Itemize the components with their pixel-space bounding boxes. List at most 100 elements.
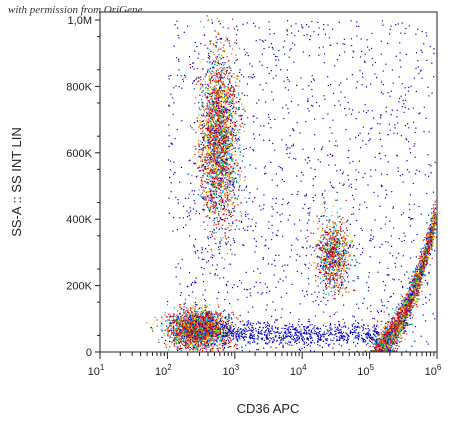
event-dot [222, 149, 224, 151]
event-dot [208, 152, 210, 155]
event-dot [200, 313, 202, 315]
event-dot [227, 88, 229, 90]
event-dot [218, 121, 220, 123]
event-dot [227, 110, 229, 112]
event-dot [212, 322, 214, 325]
event-dot [225, 36, 227, 38]
event-dot [216, 321, 218, 323]
event-dot [203, 173, 205, 175]
event-dot [180, 331, 182, 333]
event-dot [202, 130, 204, 132]
event-dot [219, 314, 222, 316]
event-dot [168, 329, 170, 331]
event-dot [218, 344, 220, 346]
event-dot [189, 332, 191, 334]
event-dot [185, 323, 188, 325]
event-dot [177, 322, 179, 324]
event-dot [218, 33, 220, 35]
event-dot [211, 91, 214, 93]
event-dot [224, 162, 227, 164]
event-dot [210, 177, 212, 179]
event-dot [202, 125, 205, 128]
event-dot [227, 117, 229, 119]
event-dot [176, 319, 178, 321]
event-dot [175, 329, 177, 331]
event-dot [227, 174, 229, 176]
event-dot [217, 137, 219, 139]
event-dot [192, 332, 194, 334]
event-dot [198, 325, 200, 327]
event-dot [201, 346, 203, 348]
event-dot [236, 164, 239, 167]
event-dot [213, 180, 215, 182]
event-dots [146, 15, 438, 353]
event-dot [213, 197, 215, 199]
event-dot [217, 92, 220, 94]
event-dot [191, 335, 193, 337]
event-dot [223, 76, 226, 78]
event-dot [205, 182, 207, 184]
event-dot [217, 31, 219, 33]
event-dot [210, 40, 212, 42]
event-dot [169, 325, 171, 327]
event-dot [205, 216, 207, 218]
event-dot [214, 172, 216, 175]
event-dot [183, 306, 185, 308]
event-dot [246, 95, 248, 97]
event-dot [192, 324, 194, 326]
event-dot [224, 317, 226, 319]
event-dot [222, 120, 224, 122]
event-dot [204, 319, 206, 321]
event-dot [221, 170, 223, 172]
event-dot [217, 62, 219, 64]
event-dot [191, 339, 193, 342]
event-dot [196, 337, 199, 339]
event-dot [195, 315, 197, 317]
event-dot [171, 322, 173, 324]
event-dot [214, 317, 216, 319]
event-dot [166, 304, 169, 306]
event-dot [204, 328, 206, 330]
event-dot [228, 143, 230, 145]
event-dot [208, 100, 210, 102]
event-dot [184, 325, 187, 327]
event-dot [235, 177, 237, 179]
event-dot [223, 165, 226, 167]
event-dot [223, 44, 225, 46]
event-dot [214, 101, 217, 104]
event-dot [214, 202, 216, 204]
event-dot [219, 187, 221, 189]
event-dot [205, 134, 207, 136]
event-dot [213, 201, 215, 203]
event-dot [213, 74, 215, 76]
event-dot [210, 148, 212, 150]
event-dot [194, 145, 196, 147]
event-dot [223, 219, 226, 221]
event-dot [200, 316, 202, 318]
event-dot [192, 330, 194, 332]
event-dot [234, 154, 236, 156]
event-dot [233, 28, 235, 30]
event-dot [208, 208, 210, 210]
event-dot [187, 325, 189, 327]
event-dot [209, 91, 211, 94]
event-dot [222, 160, 224, 162]
event-dot [199, 321, 201, 323]
event-dot [186, 322, 188, 324]
event-dot [228, 211, 230, 214]
event-dot [229, 211, 231, 214]
event-dot [191, 348, 193, 350]
event-dot [214, 185, 216, 187]
event-dot [227, 98, 229, 101]
event-dot [218, 210, 220, 212]
event-dot [235, 343, 237, 345]
event-dot [232, 136, 234, 138]
event-dot [177, 328, 179, 331]
event-dot [216, 171, 218, 173]
event-dot [201, 142, 203, 144]
event-dot [226, 321, 228, 323]
event-dot [212, 78, 214, 81]
event-dot [219, 80, 221, 82]
event-dot [188, 339, 190, 341]
event-dot [207, 136, 209, 138]
